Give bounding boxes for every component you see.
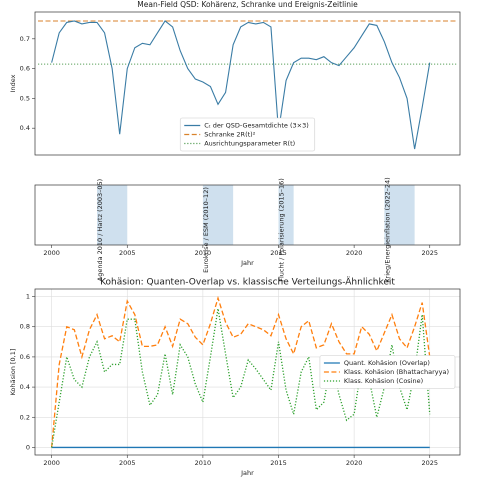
x-tick-label: 2010 <box>195 249 212 257</box>
event-label: Agenda 2010 / Hartz (2003–05) <box>96 179 104 281</box>
legend: Quant. Kohäsion (Overlap)Klass. Kohäsion… <box>319 355 456 389</box>
y-axis-label: Index <box>9 74 17 92</box>
x-tick-label: 2010 <box>195 459 212 467</box>
legend-label: Schranke 2R(t)² <box>204 131 255 139</box>
event-label: Flucht / Polarisierung (2015–16) <box>278 178 286 282</box>
y-tick-label: 0.4 <box>20 383 30 391</box>
legend-label: Klass. Kohäsion (Bhattacharyya) <box>344 368 449 376</box>
y-tick-label: 0.6 <box>20 353 30 361</box>
legend-label: Cₜ der QSD-Gesamtdichte (3×3) <box>204 122 309 130</box>
x-tick-label: 2015 <box>270 459 287 467</box>
event-label: Eurokrise / ESM (2010–12) <box>202 187 210 273</box>
event-span <box>202 185 234 245</box>
x-tick-label: 2020 <box>346 249 363 257</box>
event-span <box>278 185 294 245</box>
legend-label: Ausrichtungsparameter R(t) <box>204 140 295 148</box>
y-tick-label: 0.2 <box>20 413 30 421</box>
plot-frame <box>34 11 461 156</box>
x-tick-label: 2025 <box>421 249 438 257</box>
x-tick-label: 2015 <box>270 249 287 257</box>
chart-title: Mean-Field QSD: Kohärenz, Schranke und E… <box>137 0 358 9</box>
x-tick-label: 2000 <box>43 459 60 467</box>
legend-box <box>179 117 316 152</box>
y-tick-label: 0.7 <box>20 35 30 43</box>
event-label: Krieg/Energieinflation (2022–24) <box>383 177 391 282</box>
chart-title: Kohäsion: Quanten-Overlap vs. klassische… <box>100 277 395 288</box>
legend-label: Klass. Kohäsion (Cosine) <box>344 377 423 385</box>
y-tick-label: 0 <box>26 443 30 451</box>
x-tick-label: 2005 <box>119 459 136 467</box>
legend-label: Quant. Kohäsion (Overlap) <box>344 359 430 367</box>
plot-frame <box>34 184 461 246</box>
x-tick-label: 2000 <box>43 249 60 257</box>
data-line <box>51 20 431 150</box>
y-tick-label: 0.5 <box>20 94 30 102</box>
x-axis-label: Jahr <box>240 259 254 267</box>
y-tick-label: 0.4 <box>20 124 30 132</box>
y-tick-label: 0.6 <box>20 65 30 73</box>
y-axis-label: Kohäsion [0,1] <box>9 349 17 396</box>
x-axis-label: Jahr <box>240 469 254 477</box>
x-tick-label: 2020 <box>346 459 363 467</box>
y-tick-label: 1 <box>26 293 30 301</box>
x-tick-label: 2025 <box>421 459 438 467</box>
x-tick-label: 2005 <box>119 249 136 257</box>
legend-box <box>319 355 456 389</box>
event-span <box>97 185 128 245</box>
plot-frame <box>34 288 461 456</box>
event-span <box>384 185 415 245</box>
y-tick-label: 0.8 <box>20 323 30 331</box>
legend: Cₜ der QSD-Gesamtdichte (3×3)Schranke 2R… <box>179 117 316 152</box>
